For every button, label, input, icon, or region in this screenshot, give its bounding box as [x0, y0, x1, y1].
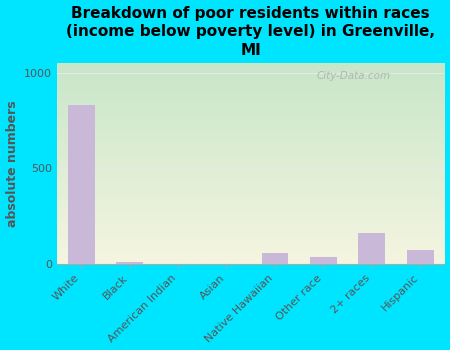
Title: Breakdown of poor residents within races
(income below poverty level) in Greenvi: Breakdown of poor residents within races…	[66, 6, 435, 58]
Bar	[116, 262, 143, 264]
Bar	[310, 257, 337, 264]
Bar	[261, 253, 288, 264]
Bar	[407, 250, 433, 264]
Bar	[359, 233, 385, 264]
Y-axis label: absolute numbers: absolute numbers	[5, 100, 18, 227]
Bar	[68, 105, 94, 264]
Text: City-Data.com: City-Data.com	[317, 71, 391, 81]
